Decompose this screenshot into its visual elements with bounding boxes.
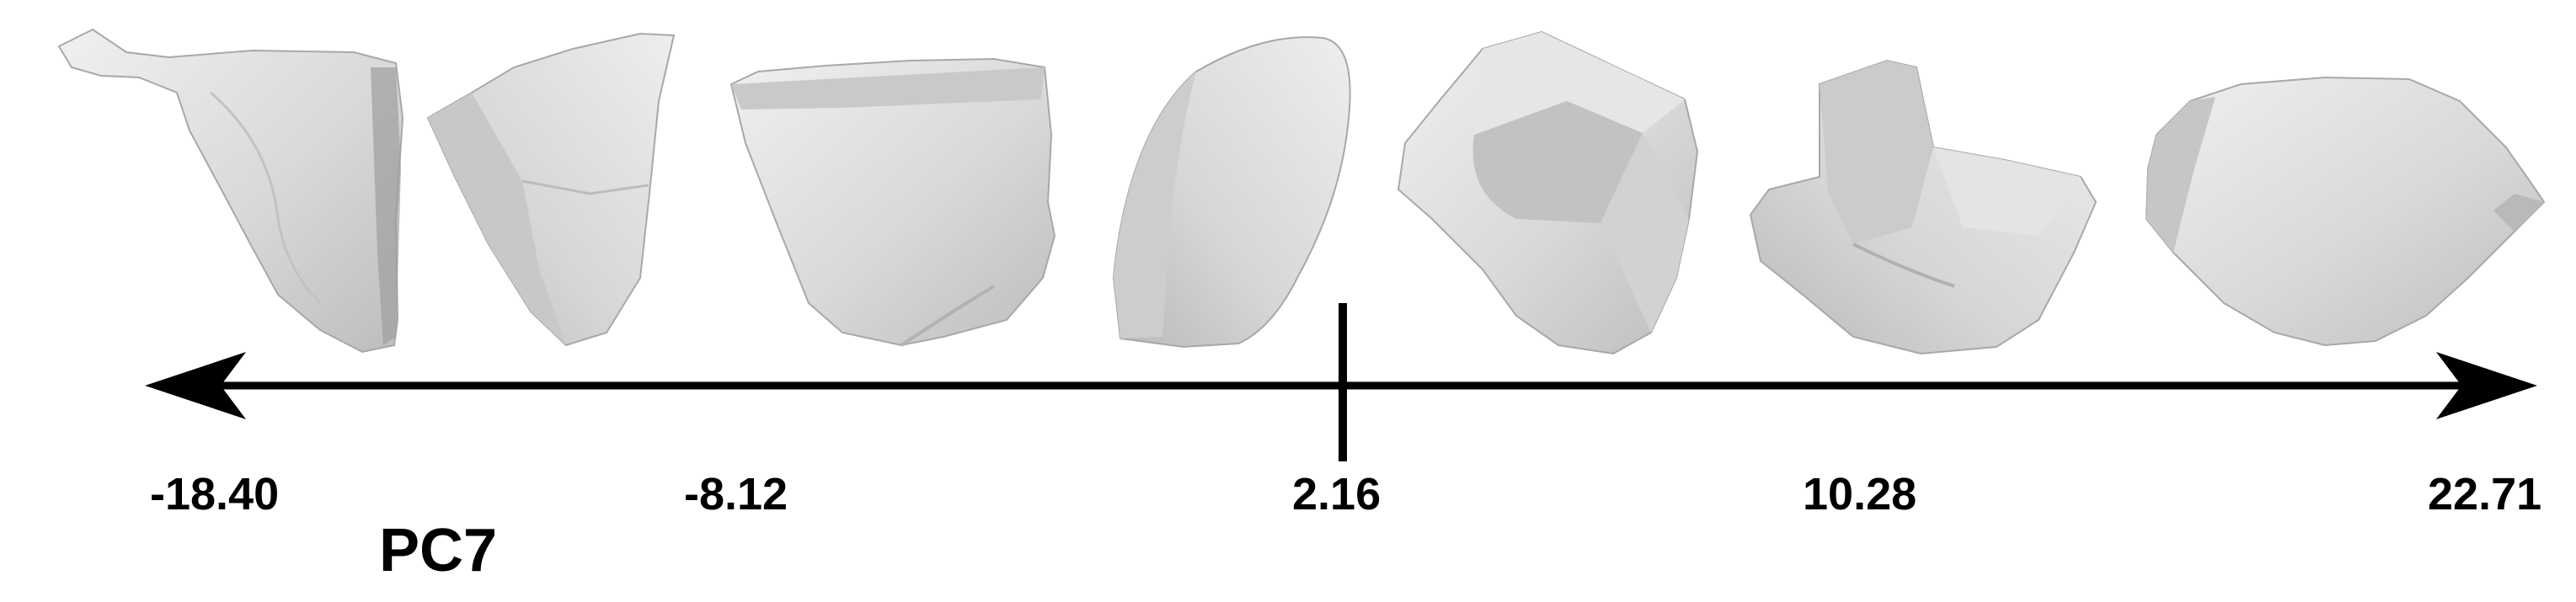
specimen-6 (1749, 59, 2098, 355)
tick-label-5: 22.71 (2428, 469, 2542, 519)
specimen-2 (426, 32, 676, 347)
specimen-3 (730, 57, 1056, 347)
specimen-4 (1112, 36, 1351, 349)
tick-label-1: -18.40 (150, 469, 280, 519)
specimen-1 (57, 28, 404, 354)
specimen-5 (1397, 30, 1699, 355)
tick-label-3: 2.16 (1292, 469, 1382, 519)
axis-arrowhead-left (145, 352, 246, 419)
pc7-axis (145, 303, 2537, 461)
tick-label-2: -8.12 (684, 469, 788, 519)
specimen-7 (2145, 76, 2546, 347)
tick-label-4: 10.28 (1803, 469, 1917, 519)
axis-title: PC7 (379, 517, 498, 584)
axis-arrowhead-right (2436, 352, 2537, 419)
